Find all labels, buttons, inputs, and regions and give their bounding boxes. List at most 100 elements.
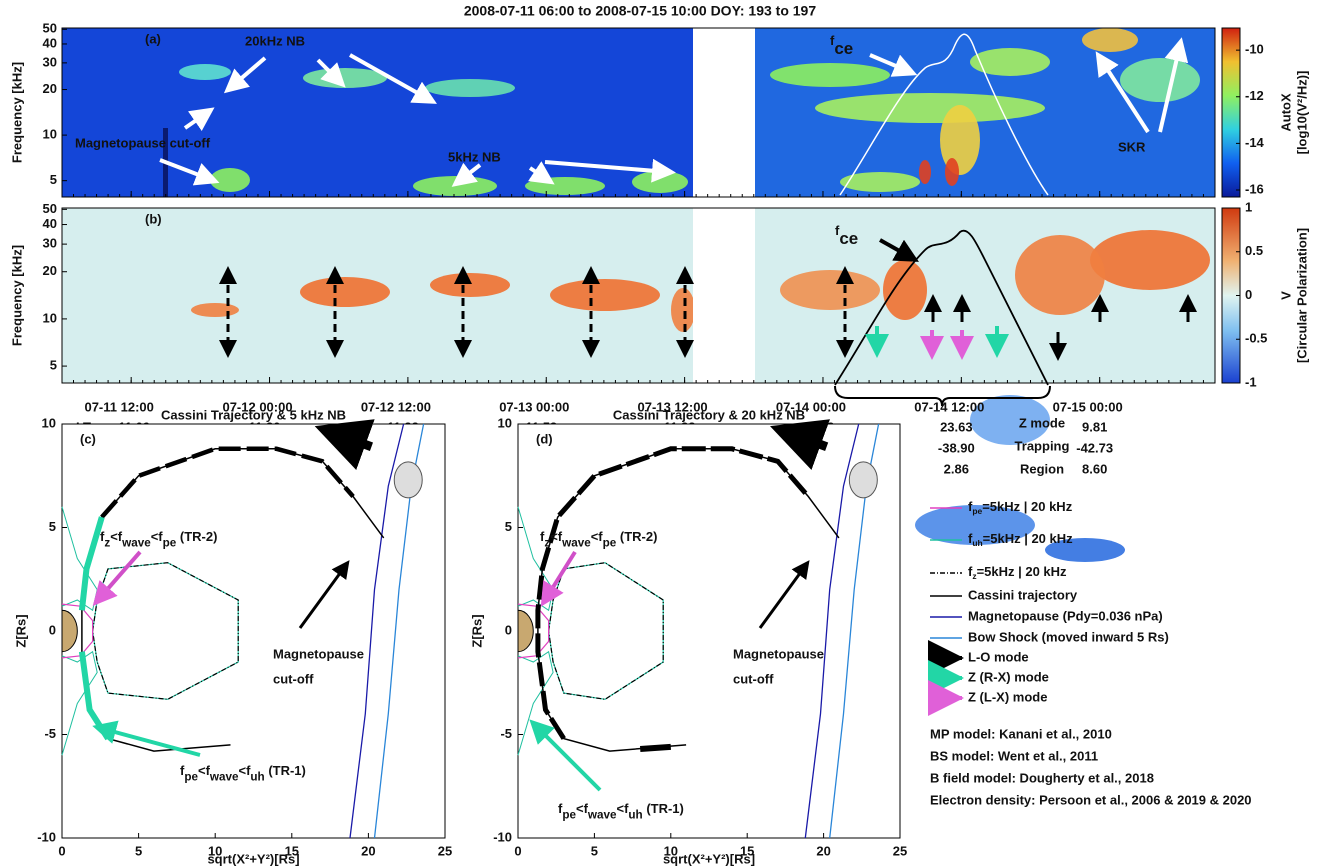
spectrum-feature xyxy=(883,260,927,320)
y-tick-label: 40 xyxy=(43,216,57,231)
annotation: 20kHz NB xyxy=(245,33,305,48)
spectrum-feature xyxy=(413,176,497,196)
y-tick-label: -5 xyxy=(44,726,56,741)
annotation-part: pe xyxy=(184,770,198,783)
colorbar-tick-label: -0.5 xyxy=(1245,331,1267,346)
spectrum-feature xyxy=(1015,235,1105,315)
spectrum-feature xyxy=(525,177,605,195)
legend-label: Magnetopause (Pdy=0.036 nPa) xyxy=(968,608,1163,623)
colorbar-title: [Circular Polarization] xyxy=(1294,228,1309,363)
zmode-label: Z mode xyxy=(1019,415,1065,430)
zmode-label: Trapping xyxy=(1015,438,1070,453)
annotation: cut-off xyxy=(273,671,314,686)
note: Electron density: Persoon et al., 2006 &… xyxy=(930,792,1252,807)
panel-title: Cassini Trajectory & 5 kHz NB xyxy=(161,407,346,422)
annotation: Magnetopause xyxy=(733,646,824,661)
plot-area xyxy=(518,424,900,838)
annotation-part: (TR-2) xyxy=(176,529,217,544)
decor-path xyxy=(640,747,671,749)
annotation-part: wave xyxy=(209,770,239,783)
spectrum-feature xyxy=(919,160,931,184)
y-tick-label: 50 xyxy=(43,201,57,216)
colorbar-tick-label: 0.5 xyxy=(1245,243,1263,258)
spectrum-feature xyxy=(191,303,239,317)
legend-swatch xyxy=(958,676,962,680)
spectrum-feature xyxy=(815,93,1045,123)
legend-swatch xyxy=(958,656,962,660)
colorbar-title: AutoX xyxy=(1278,93,1293,132)
annotation-part: wave xyxy=(121,536,151,549)
panel-label: (b) xyxy=(145,211,162,226)
colorbar-tick-label: 0 xyxy=(1245,287,1252,302)
legend-label-part: =5kHz | 20 kHz xyxy=(977,564,1067,579)
y-tick-label: 30 xyxy=(43,54,57,69)
annotation-part: pe xyxy=(603,536,617,549)
legend-label-part: uh xyxy=(972,538,982,548)
annotation-part: pe xyxy=(562,808,576,821)
colorbar-tick-label: -12 xyxy=(1245,88,1264,103)
x-tick-label: 15 xyxy=(285,843,299,858)
spectrum-feature xyxy=(671,288,695,332)
legend-label: Cassini trajectory xyxy=(968,587,1078,602)
spectrum-feature xyxy=(970,48,1050,76)
legend-label: Bow Shock (moved inward 5 Rs) xyxy=(968,629,1169,644)
x-tick-label: 5 xyxy=(135,843,142,858)
annotation-part: <f xyxy=(151,529,164,544)
annotation-part: uh xyxy=(628,808,642,821)
spectrum-feature xyxy=(780,270,880,310)
annotation-part: ce xyxy=(839,229,858,248)
y-tick-label: 10 xyxy=(498,415,512,430)
legend-label-part: =5kHz | 20 kHz xyxy=(983,531,1073,546)
x-tick-label: 07-15 00:00 xyxy=(1053,399,1123,414)
legend-label: Z (R-X) mode xyxy=(968,669,1049,684)
spectrum-feature xyxy=(425,79,515,97)
annotation: cut-off xyxy=(733,671,774,686)
x-tick-label: 5 xyxy=(591,843,598,858)
annotation-part: <f xyxy=(550,529,563,544)
spacecraft xyxy=(849,462,877,498)
spectrum-feature xyxy=(300,277,390,307)
legend-label: fpe=5kHz | 20 kHz xyxy=(968,499,1073,516)
spectrum-feature xyxy=(940,105,980,175)
annotation: 5kHz NB xyxy=(448,149,501,164)
y-tick-label: 20 xyxy=(43,81,57,96)
colorbar-tick-label: -10 xyxy=(1245,42,1264,57)
y-tick-label: 10 xyxy=(43,310,57,325)
y-tick-label: -10 xyxy=(493,829,512,844)
y-axis-title: Z[Rs] xyxy=(13,614,28,647)
y-tick-label: 0 xyxy=(49,622,56,637)
x-tick-label: 20 xyxy=(361,843,375,858)
spectrum-feature xyxy=(430,273,510,297)
spectrum-feature xyxy=(550,279,660,311)
y-axis-title: Frequency [kHz] xyxy=(9,62,24,163)
colorbar-tick-label: -14 xyxy=(1245,135,1265,150)
colorbar-tick-label: -1 xyxy=(1245,374,1257,389)
x-tick-label: 07-14 12:00 xyxy=(914,399,984,414)
x-tick-label: 0 xyxy=(58,843,65,858)
data-gap xyxy=(693,28,755,197)
annotation-part: uh xyxy=(250,770,264,783)
figure: 2008-07-11 06:00 to 2008-07-15 10:00 DOY… xyxy=(0,0,1330,867)
y-tick-label: 10 xyxy=(42,415,56,430)
colorbar-title: [log10(V²/Hz)] xyxy=(1294,71,1309,155)
note: MP model: Kanani et al., 2010 xyxy=(930,726,1112,741)
panel-label: (a) xyxy=(145,31,161,46)
y-tick-label: 30 xyxy=(43,236,57,251)
y-tick-label: 5 xyxy=(505,519,512,534)
x-tick-label: 07-11 12:00 xyxy=(84,399,153,414)
annotation-part: wave xyxy=(561,536,591,549)
x-tick-label: 15 xyxy=(740,843,754,858)
y-tick-label: 20 xyxy=(43,263,57,278)
annotation: Magnetopause cut-off xyxy=(75,135,211,150)
colorbar xyxy=(1222,28,1240,197)
annotation-part: (TR-2) xyxy=(616,529,657,544)
y-axis-title: Z[Rs] xyxy=(469,614,484,647)
row-value: -38.90 xyxy=(938,440,975,455)
annotation-part: (TR-1) xyxy=(643,801,684,816)
spectrum-feature xyxy=(1120,58,1200,102)
legend-label: fuh=5kHz | 20 kHz xyxy=(968,531,1073,548)
row-value: 23.63 xyxy=(940,419,973,434)
colorbar-title: V xyxy=(1278,291,1293,300)
annotation-part: <f xyxy=(198,763,211,778)
note: BS model: Went et al., 2011 xyxy=(930,748,1098,763)
